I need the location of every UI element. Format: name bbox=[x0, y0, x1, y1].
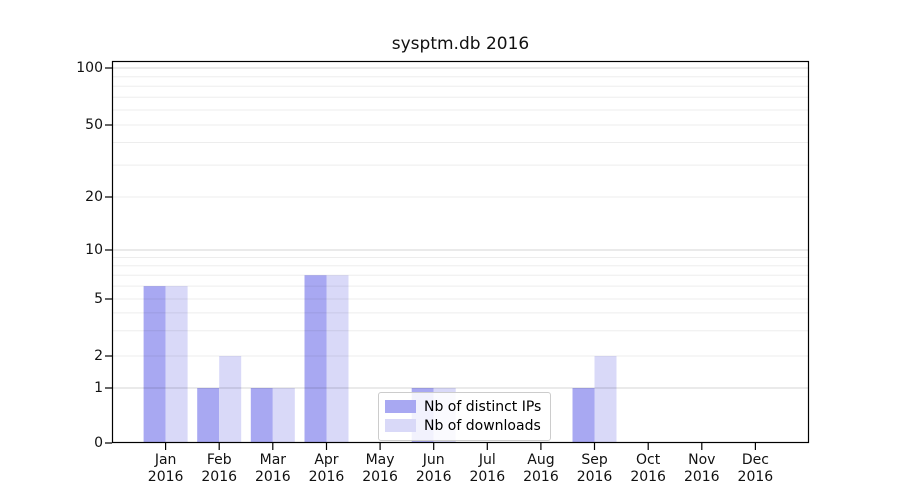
x-tick-label: Aug 2016 bbox=[523, 452, 559, 485]
legend-row: Nb of downloads bbox=[385, 416, 541, 435]
chart-title: sysptm.db 2016 bbox=[391, 34, 530, 54]
bar-series0-sep bbox=[572, 388, 595, 443]
y-tick-label: 100 bbox=[76, 59, 103, 76]
y-tick-label: 1 bbox=[94, 379, 103, 396]
x-tick-label: Feb 2016 bbox=[201, 452, 238, 485]
x-tick-label: Nov 2016 bbox=[683, 452, 720, 485]
x-tick-label: Jan 2016 bbox=[147, 452, 184, 485]
legend-row: Nb of distinct IPs bbox=[385, 397, 541, 416]
bar-series1-mar bbox=[272, 388, 295, 443]
legend-swatch-icon bbox=[385, 400, 416, 413]
y-tick-label: 50 bbox=[85, 116, 103, 133]
axes-box bbox=[111, 60, 810, 444]
x-tick-label: Dec 2016 bbox=[737, 452, 774, 485]
x-tick-label: Mar 2016 bbox=[255, 452, 291, 485]
bar-series1-sep bbox=[594, 356, 617, 443]
legend-swatch-icon bbox=[385, 419, 416, 432]
bar-series1-feb bbox=[219, 356, 242, 443]
bar-series1-apr bbox=[326, 275, 349, 443]
y-tick-label: 10 bbox=[85, 242, 103, 258]
x-tick-label: Oct 2016 bbox=[630, 452, 666, 485]
bar-series1-jan bbox=[165, 286, 188, 443]
x-tick-label: Jun 2016 bbox=[415, 452, 452, 485]
bar-series0-jan bbox=[143, 286, 166, 443]
x-tick-label: Jul 2016 bbox=[469, 452, 506, 485]
x-tick-label: May 2016 bbox=[362, 452, 398, 485]
y-tick-label: 0 bbox=[94, 435, 103, 451]
legend-label: Nb of distinct IPs bbox=[424, 398, 542, 415]
legend-label: Nb of downloads bbox=[424, 417, 541, 434]
x-tick-label: Sep 2016 bbox=[576, 452, 613, 485]
x-tick-label: Apr 2016 bbox=[308, 452, 345, 485]
bar-series0-mar bbox=[250, 388, 273, 443]
y-tick-label: 5 bbox=[94, 290, 103, 307]
bar-series0-apr bbox=[304, 275, 327, 443]
y-tick-label: 2 bbox=[94, 348, 103, 365]
legend: Nb of distinct IPs Nb of downloads bbox=[378, 392, 552, 441]
bar-series0-feb bbox=[197, 388, 220, 443]
y-tick-label: 20 bbox=[85, 188, 103, 205]
